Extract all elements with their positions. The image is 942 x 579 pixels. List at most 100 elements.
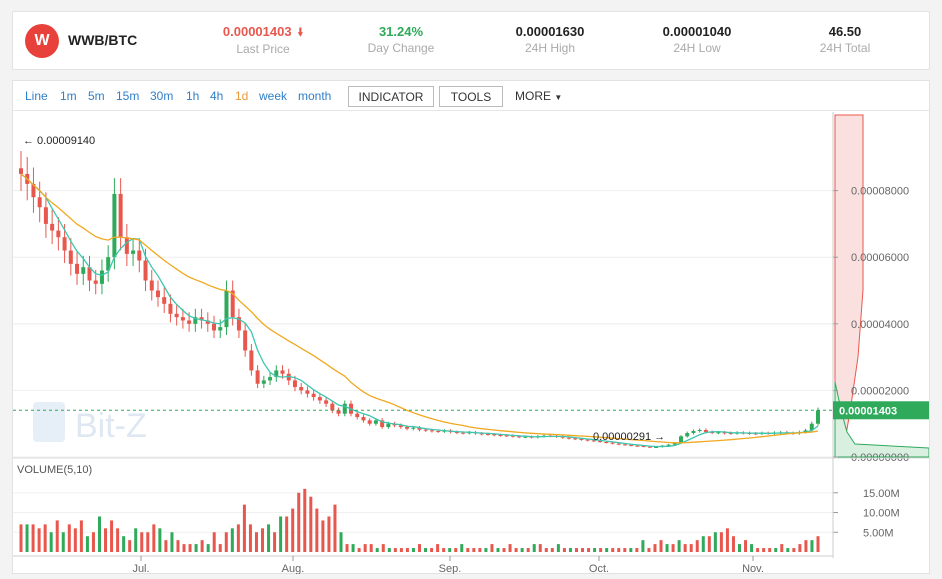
tf-5m[interactable]: 5m xyxy=(88,89,105,103)
candle-down xyxy=(56,230,61,238)
volume-bar xyxy=(442,548,446,552)
volume-bar xyxy=(97,516,101,552)
candle-up xyxy=(411,427,416,429)
candle-up xyxy=(386,423,391,428)
moving-averages xyxy=(20,173,819,448)
volume-bar xyxy=(224,532,228,552)
candle-down xyxy=(199,317,204,321)
volume-bar xyxy=(381,544,385,552)
tf-15m[interactable]: 15m xyxy=(116,89,140,103)
volume-bar xyxy=(719,532,723,552)
volume-bar xyxy=(236,524,240,552)
volume-bar xyxy=(713,532,717,552)
volume-bar xyxy=(315,508,319,552)
logo-glyph: W xyxy=(34,32,50,49)
candle-down xyxy=(212,323,217,331)
tf-4h[interactable]: 4h xyxy=(210,89,224,103)
candle-down xyxy=(710,432,715,434)
y-tick-label: 0.00002000 xyxy=(851,385,909,397)
volume-bar xyxy=(206,544,210,552)
candle-down xyxy=(317,397,322,401)
tf-week[interactable]: week xyxy=(259,89,288,103)
volume-bar xyxy=(460,544,464,552)
volume-bar xyxy=(484,548,488,552)
candle-down xyxy=(492,434,497,436)
tf-month[interactable]: month xyxy=(298,89,332,103)
candle-down xyxy=(149,280,154,291)
more-button[interactable]: MORE ▼ xyxy=(515,89,562,103)
tf-1d[interactable]: 1d xyxy=(235,89,249,103)
high-label: 24H High xyxy=(524,41,576,55)
candle-down xyxy=(510,435,515,437)
candle-down xyxy=(728,433,733,435)
tf-1h[interactable]: 1h xyxy=(186,89,200,103)
candle-down xyxy=(236,317,241,331)
tf-line[interactable]: Line xyxy=(25,89,48,103)
volume-bar xyxy=(629,548,633,552)
volume-bar xyxy=(689,544,693,552)
volume-bar xyxy=(285,516,289,552)
tools-button[interactable]: TOOLS xyxy=(439,86,503,107)
low-value: 0.00001040 xyxy=(662,24,732,39)
volume-bars xyxy=(19,488,820,552)
candle-down xyxy=(367,420,372,424)
candle-down xyxy=(380,420,385,428)
high-value: 0.00001630 xyxy=(515,24,585,39)
volume-bar xyxy=(677,540,681,552)
candle-down xyxy=(647,446,652,448)
volume-bar xyxy=(611,548,615,552)
volume-bar xyxy=(351,544,355,552)
volume-bar xyxy=(490,544,494,552)
volume-bar xyxy=(85,536,89,552)
volume-bar xyxy=(707,536,711,552)
candle-up xyxy=(467,432,472,434)
volume-bar xyxy=(816,536,820,552)
candle-down xyxy=(641,446,646,448)
candle-up xyxy=(224,290,229,328)
candle-down xyxy=(579,439,584,441)
volume-bar xyxy=(19,524,23,552)
y-tick-label: 0.00008000 xyxy=(851,186,909,198)
candle-down xyxy=(461,432,466,434)
vol-y-tick-label: 10.00M xyxy=(863,508,900,520)
volume-bar xyxy=(695,540,699,552)
volume-bar xyxy=(91,532,95,552)
volume-bar xyxy=(128,540,132,552)
volume-bar xyxy=(182,544,186,552)
volume-bar xyxy=(798,544,802,552)
volume-bar xyxy=(267,524,271,552)
candle-down xyxy=(62,237,67,251)
volume-bar xyxy=(61,532,65,552)
candle-down xyxy=(174,313,179,318)
volume-bar xyxy=(448,548,452,552)
volume-bar xyxy=(399,548,403,552)
volume-bar xyxy=(792,548,796,552)
pair-name: WWB/BTC xyxy=(68,32,138,48)
candle-up xyxy=(679,436,684,444)
vol-y-tick-label: 15.00M xyxy=(863,488,900,500)
tf-1m[interactable]: 1m xyxy=(60,89,77,103)
watermark-text: Bit-Z xyxy=(75,407,147,445)
candle-down xyxy=(566,437,571,439)
volume-bar xyxy=(212,532,216,552)
volume-bar xyxy=(550,548,554,552)
volume-bar xyxy=(508,544,512,552)
candle-down xyxy=(504,435,509,437)
tf-30m[interactable]: 30m xyxy=(150,89,174,103)
volume-bar xyxy=(744,540,748,552)
candle-up xyxy=(697,430,702,432)
price-chart[interactable]: Bit-Z 0.000080000.000060000.000040000.00… xyxy=(13,112,929,574)
volume-bar xyxy=(653,544,657,552)
arrow-down-icon: 🠛 xyxy=(297,27,304,39)
volume-bar xyxy=(418,544,421,552)
indicator-button[interactable]: INDICATOR xyxy=(348,86,434,107)
candlesticks xyxy=(19,150,820,449)
candle-down xyxy=(75,263,80,274)
volume-bar xyxy=(43,524,47,552)
volume-bar xyxy=(466,548,470,552)
current-price-label: 0.00001403 xyxy=(839,405,897,417)
candle-up xyxy=(274,370,279,378)
candle-up xyxy=(523,436,528,438)
ma-fast-line xyxy=(20,173,819,448)
candle-down xyxy=(187,320,192,324)
